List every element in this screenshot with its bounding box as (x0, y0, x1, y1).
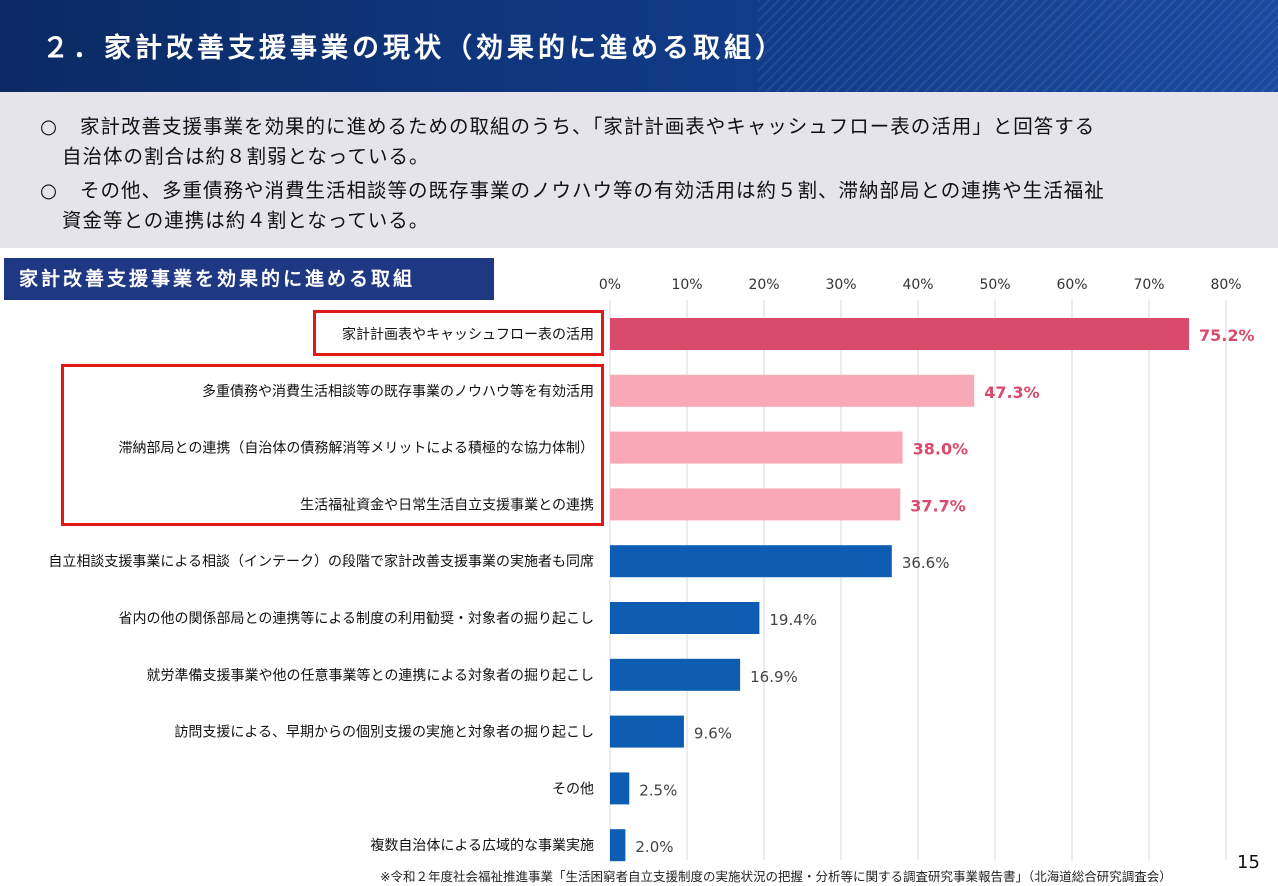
summary-box: ○ 家計改善支援事業を効果的に進めるための取組のうち、「家計計画表やキャッシュフロ… (0, 92, 1278, 248)
highlight-box-top (313, 310, 604, 356)
x-tick-label: 0% (599, 277, 621, 293)
bullet-circle: ○ (40, 115, 59, 138)
value-label: 75.2% (1199, 326, 1255, 345)
x-tick-label: 10% (671, 277, 702, 293)
summary-text: 自治体の割合は約８割弱となっている。 (62, 145, 430, 168)
category-label: 就労準備支援事業や他の任意事業等との連携による対象者の掘り起こし (147, 667, 594, 684)
value-label: 47.3% (984, 383, 1040, 402)
value-label: 9.6% (694, 725, 732, 743)
highlight-box-group (61, 364, 604, 526)
value-label: 19.4% (769, 611, 817, 629)
bar (610, 715, 684, 748)
bar (610, 772, 630, 805)
bullet-circle: ○ (40, 179, 59, 202)
page-title: ２．家計改善支援事業の現状（効果的に進める取組） (42, 33, 786, 64)
category-label: 訪問支援による、早期からの個別支援の実施と対象者の掘り起こし (174, 725, 594, 741)
value-label: 36.6% (902, 554, 950, 572)
bar (610, 374, 975, 407)
bar (610, 431, 903, 464)
value-label: 37.7% (910, 496, 966, 515)
summary-text: 家計改善支援事業を効果的に進めるための取組のうち、「家計計画表やキャッシュフロー… (80, 115, 1096, 138)
bar (610, 488, 901, 521)
x-tick-label: 40% (902, 277, 933, 293)
x-tick-label: 80% (1210, 277, 1241, 293)
category-label: 生活福祉資金や日常生活自立支援事業との連携 (300, 497, 594, 513)
category-label: 複数自治体による広域的な事業実施 (370, 837, 594, 854)
x-tick-label: 70% (1133, 277, 1164, 293)
category-label: 自立相談支援事業による相談（インテーク）の段階で家計改善支援事業の実施者も同席 (48, 553, 594, 570)
summary-item: ○ 家計改善支援事業を効果的に進めるための取組のうち、「家計計画表やキャッシュフロ… (40, 112, 1240, 172)
x-tick-label: 60% (1056, 277, 1087, 293)
value-label: 2.0% (635, 838, 673, 856)
bar (610, 545, 892, 578)
category-label: 滞納部局との連携（自治体の債務解消等メリットによる積極的な協力体制） (119, 440, 594, 457)
header-stripe-pattern (758, 0, 1278, 92)
source-footnote: ※令和２年度社会福祉推進事業「生活困窮者自立支援制度の実施状況の把握・分析等に関… (380, 869, 1172, 884)
category-label: 多重債務や消費生活相談等の既存事業のノウハウ等を有効活用 (202, 383, 594, 400)
x-tick-label: 50% (979, 277, 1010, 293)
bar (610, 658, 741, 691)
bar (610, 602, 760, 634)
summary-item: ○ その他、多重債務や消費生活相談等の既存事業のノウハウ等の有効活用は約５割、滞納… (40, 176, 1240, 236)
category-label: 家計計画表やキャッシュフロー表の活用 (342, 326, 594, 343)
section-title: 家計改善支援事業を効果的に進める取組 (4, 258, 494, 300)
value-label: 16.9% (750, 668, 798, 686)
category-label: 省内の他の関係部局との連携等による制度の利用勧奨・対象者の掘り起こし (119, 610, 594, 627)
value-label: 2.5% (639, 781, 677, 799)
page-number: 15 (1237, 852, 1260, 873)
summary-text: 資金等との連携は約４割となっている。 (62, 209, 430, 232)
bar (610, 318, 1190, 350)
x-tick-label: 30% (825, 277, 856, 293)
bar (610, 829, 626, 862)
category-label: その他 (552, 781, 594, 797)
summary-text: その他、多重債務や消費生活相談等の既存事業のノウハウ等の有効活用は約５割、滞納部… (80, 179, 1105, 202)
title-bar: ２．家計改善支援事業の現状（効果的に進める取組） (0, 0, 1278, 92)
value-label: 38.0% (913, 440, 969, 459)
x-tick-label: 20% (748, 277, 779, 293)
